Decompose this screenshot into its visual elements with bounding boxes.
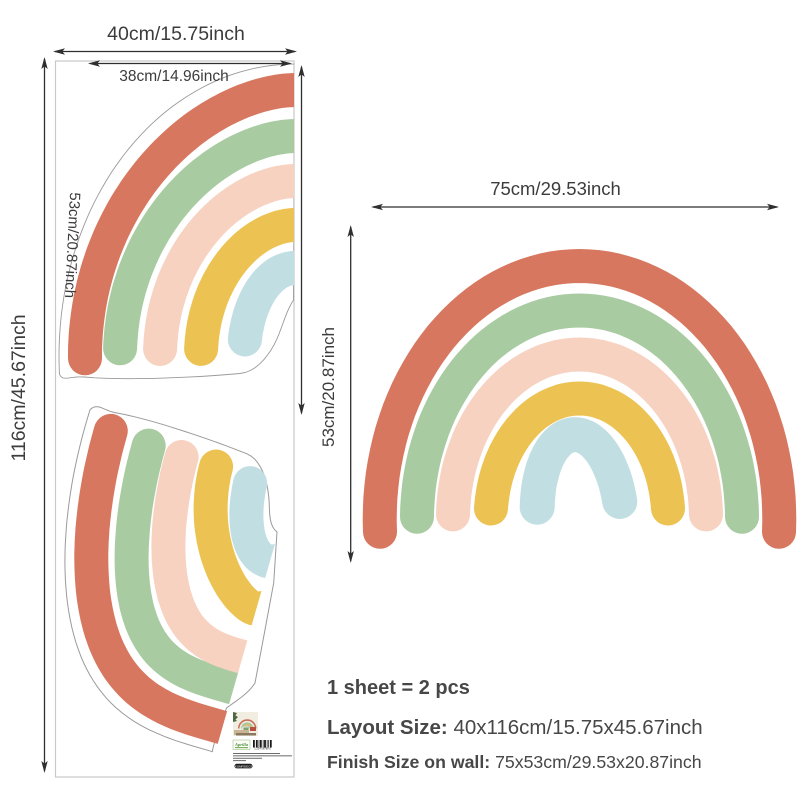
svg-text:Aprilla: Aprilla xyxy=(234,742,249,747)
svg-text:53cm/20.87inch: 53cm/20.87inch xyxy=(61,192,83,299)
svg-text:40cm/15.75inch: 40cm/15.75inch xyxy=(107,23,245,45)
svg-text:1 234 56789 0: 1 234 56789 0 xyxy=(254,747,271,751)
svg-text:75cm/29.53inch: 75cm/29.53inch xyxy=(490,178,621,199)
svg-text:116cm/45.67inch: 116cm/45.67inch xyxy=(8,314,30,461)
svg-text:1 sheet = 2 pcs: 1 sheet = 2 pcs xyxy=(327,677,470,699)
svg-text:53cm/20.87inch: 53cm/20.87inch xyxy=(319,327,338,447)
svg-text:Layout Size: 40x116cm/15.75x45: Layout Size: 40x116cm/15.75x45.67inch xyxy=(327,716,703,739)
svg-text:KOMFIDECS: KOMFIDECS xyxy=(235,764,252,768)
svg-text:Finish Size on wall: 75x53cm/2: Finish Size on wall: 75x53cm/29.53x20.87… xyxy=(327,752,702,772)
svg-text:38cm/14.96inch: 38cm/14.96inch xyxy=(119,68,228,85)
